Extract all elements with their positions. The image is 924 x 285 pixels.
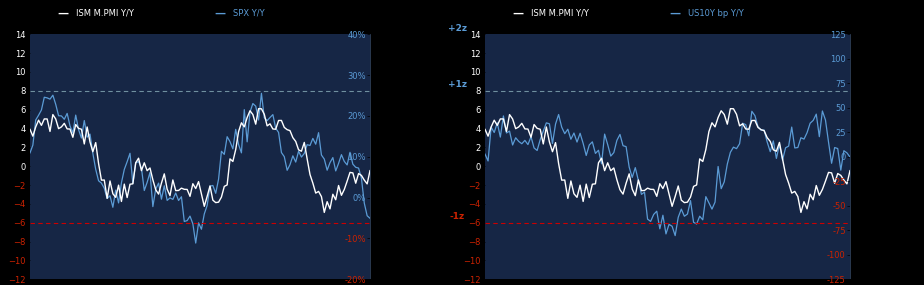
Text: —: — <box>214 9 226 19</box>
Text: SPX Y/Y: SPX Y/Y <box>233 9 265 18</box>
Text: US10Y bp Y/Y: US10Y bp Y/Y <box>688 9 744 18</box>
Text: ISM M.PMI Y/Y: ISM M.PMI Y/Y <box>76 9 134 18</box>
Text: +1z: +1z <box>448 80 467 89</box>
Text: —: — <box>57 9 69 19</box>
Text: ISM M.PMI Y/Y: ISM M.PMI Y/Y <box>531 9 590 18</box>
Text: —: — <box>670 9 681 19</box>
Text: —: — <box>513 9 524 19</box>
Text: -1z: -1z <box>450 212 465 221</box>
Text: +2z: +2z <box>448 24 467 33</box>
